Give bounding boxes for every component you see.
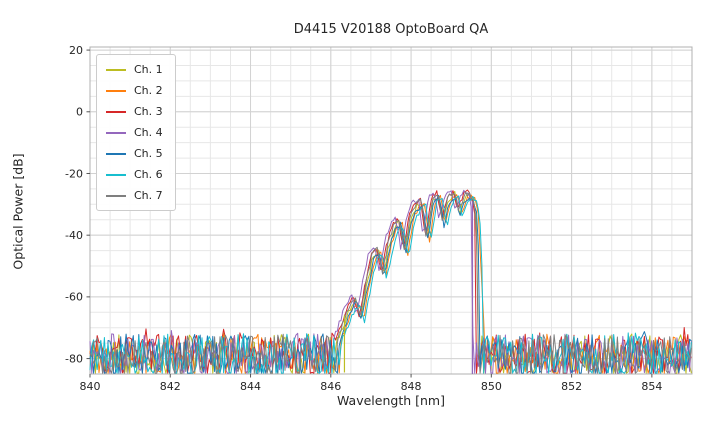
legend-label: Ch. 4 [134,126,163,139]
x-tick-label: 846 [320,380,341,393]
y-tick-label: -80 [65,352,83,365]
x-tick-label: 852 [561,380,582,393]
y-tick-label: -40 [65,229,83,242]
legend-line-sample [106,173,126,176]
x-tick-label: 844 [240,380,261,393]
legend-label: Ch. 5 [134,147,163,160]
legend-line-sample [106,194,126,197]
legend-item-ch-1: Ch. 1 [106,62,163,77]
series-line-ch-5 [89,194,692,374]
x-axis-label: Wavelength [nm] [337,393,445,408]
legend-item-ch-3: Ch. 3 [106,104,163,119]
y-tick-label: -20 [65,167,83,180]
legend-label: Ch. 3 [134,105,163,118]
legend: Ch. 1 Ch. 2 Ch. 3 Ch. 4 Ch. 5 Ch. 6 Ch. 7 [96,54,176,211]
x-tick-label: 840 [80,380,101,393]
legend-item-ch-7: Ch. 7 [106,188,163,203]
x-tick-label: 854 [641,380,662,393]
legend-line-sample [106,68,126,71]
y-tick-label: 0 [76,106,83,119]
legend-label: Ch. 6 [134,168,163,181]
legend-line-sample [106,152,126,155]
legend-line-sample [106,89,126,92]
x-tick-label: 850 [481,380,502,393]
chart-title: D4415 V20188 OptoBoard QA [293,22,489,37]
x-tick-label: 842 [160,380,181,393]
legend-line-sample [106,131,126,134]
legend-line-sample [106,110,126,113]
axes-frame [89,46,693,375]
series-line-ch-6 [89,195,692,374]
legend-label: Ch. 2 [134,84,163,97]
y-tick-label: 20 [69,44,83,57]
y-tick-label: -60 [65,291,83,304]
legend-label: Ch. 7 [134,189,163,202]
legend-label: Ch. 1 [134,63,163,76]
series-line-ch-7 [89,191,692,374]
legend-item-ch-2: Ch. 2 [106,83,163,98]
legend-item-ch-5: Ch. 5 [106,146,163,161]
legend-item-ch-6: Ch. 6 [106,167,163,182]
x-tick-label: 848 [401,380,422,393]
legend-item-ch-4: Ch. 4 [106,125,163,140]
